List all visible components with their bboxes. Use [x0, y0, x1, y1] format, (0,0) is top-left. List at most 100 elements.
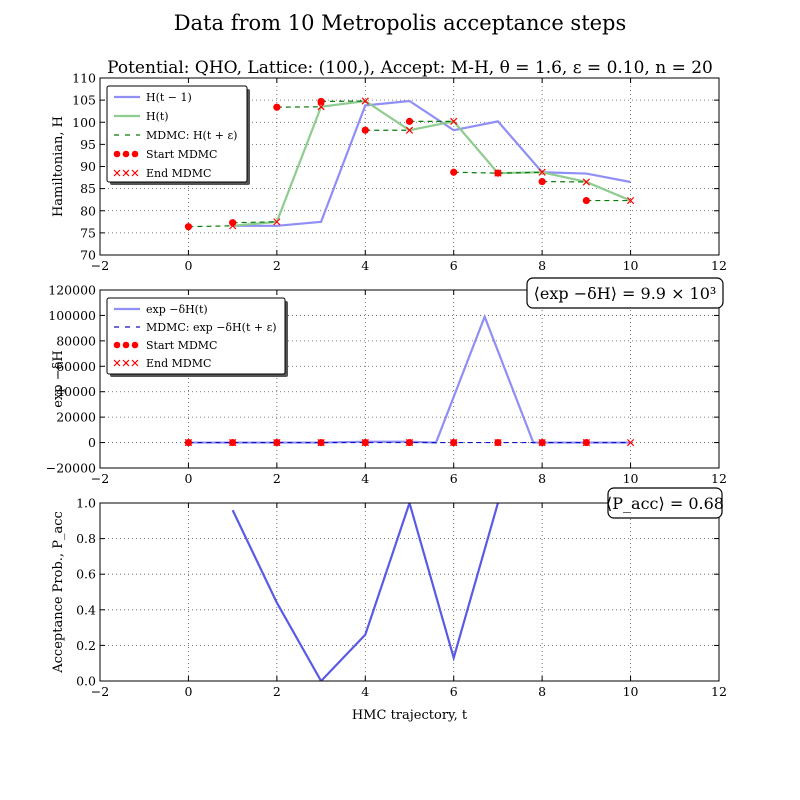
x-tick-label: −2 [91, 471, 109, 486]
y-tick-label: 70 [80, 248, 96, 263]
legend-box [106, 85, 248, 183]
y-tick-label: 90 [80, 159, 96, 174]
series-line [232, 99, 631, 227]
end-mdmc-point [538, 168, 546, 176]
x-tick-label: 2 [273, 471, 281, 486]
start-mdmc-point [538, 177, 546, 186]
panel-hamiltonian: −2 0 2 4 6 8 10 12 70 75 80 85 90 95 100 105 110 Hamilton… [51, 71, 727, 274]
x-tick-label: 12 [711, 471, 727, 486]
axes-frame [99, 502, 720, 682]
x-tick-label: 4 [361, 471, 369, 486]
ticks: −2 0 2 4 6 8 10 12 70 75 80 85 90 95 100 105 110 [72, 71, 727, 274]
end-mdmc-point [229, 222, 237, 230]
y-tick-label: 120000 [48, 283, 96, 298]
annotation-text: ⟨exp −δH⟩ = 9.9 × 10³ [534, 284, 717, 303]
start-mdmc-point [450, 168, 458, 176]
x-tick-label: 6 [450, 471, 458, 486]
start-mdmc-point [184, 223, 193, 231]
end-mdmc-point [361, 438, 369, 447]
x-tick-label: 10 [623, 258, 639, 273]
series-group [231, 503, 499, 681]
end-mdmc-point [317, 103, 325, 111]
x-tick-label: 0 [184, 471, 192, 486]
y-tick-label: 110 [72, 71, 96, 86]
x-tick-label: 0 [184, 684, 192, 699]
y-tick-label: 1.0 [76, 496, 96, 511]
series-line [232, 99, 631, 227]
panel-boltzmann: −2 0 2 4 6 8 10 12 −20000 0 20000 40000 60000 80000 10… [46, 277, 727, 487]
annotation-box [607, 487, 723, 519]
x-tick-label: 8 [538, 684, 546, 699]
panel-acceptance: −2 0 2 4 6 8 10 12 0.0 0.2 0.4 0.6 0.8 1.0 Acceptance … [51, 487, 727, 723]
end-mdmc-point [626, 438, 635, 447]
end-mdmc-point [538, 438, 546, 447]
x-tick-label: 12 [711, 258, 727, 273]
end-mdmc-point [450, 438, 458, 447]
end-mdmc-point [184, 438, 193, 447]
legend-label: Start MDMC [146, 339, 217, 352]
legend-swatch-dot [131, 341, 139, 349]
x-tick-label: 4 [361, 684, 369, 699]
y-axis-label: exp −δH [51, 350, 66, 408]
legend-label: H(t − 1) [146, 91, 192, 104]
x-axis-label: HMC trajectory, t [352, 708, 468, 723]
series-line [231, 503, 499, 681]
start-mdmc-point [582, 196, 590, 205]
x-tick-label: 8 [538, 471, 546, 486]
end-mdmc-point [450, 117, 458, 125]
end-mdmc-point [582, 438, 590, 447]
x-tick-label: −2 [91, 684, 109, 699]
y-tick-label: 80 [80, 203, 96, 218]
mdmc-segment [497, 171, 543, 174]
legend-swatch-dot [122, 150, 130, 158]
start-mdmc-point [361, 126, 369, 134]
end-mdmc-point [626, 196, 635, 205]
end-mdmc-point [317, 438, 325, 447]
y-tick-label: 0.4 [76, 602, 96, 617]
y-tick-label: 0 [88, 435, 96, 450]
y-tick-label: 40000 [56, 384, 96, 399]
y-tick-label: 20000 [56, 410, 96, 425]
y-tick-label: 105 [72, 93, 96, 108]
legend: exp −δH(t) MDMC: exp −δH(t + ε) Start MDMC… [106, 297, 288, 377]
end-mdmc-point [273, 438, 281, 447]
panels: −2 0 2 4 6 8 10 12707580859095100105110Hamilton… [46, 71, 727, 724]
legend-label: H(t) [146, 110, 169, 123]
x-tick-label: 6 [450, 258, 458, 273]
legend-box [106, 297, 286, 375]
end-mdmc-point [273, 218, 281, 226]
x-tick-label: 6 [450, 684, 458, 699]
legend-label: MDMC: exp −δH(t + ε) [146, 321, 277, 334]
start-mdmc-point [405, 117, 414, 125]
ticks: −2 0 2 4 6 8 10 12 −20000 0 20000 40000 60000 80000 10… [46, 283, 727, 487]
x-tick-label: 8 [538, 258, 546, 273]
x-tick-label: −2 [91, 258, 109, 273]
x-tick-label: 12 [711, 684, 727, 699]
axes-frame [99, 77, 720, 256]
y-tick-label: 0.2 [76, 638, 96, 653]
y-tick-label: 0.8 [76, 531, 96, 546]
y-tick-label: 85 [80, 181, 96, 196]
legend-swatch-cross [131, 359, 139, 367]
mdmc-segment [453, 171, 498, 174]
end-mdmc-point [405, 438, 414, 447]
legend-swatch-cross [131, 169, 139, 177]
start-mdmc-point [273, 103, 281, 111]
legend: H(t − 1) H(t) MDMC: H(t + ε) Start MDMC End … [106, 85, 250, 185]
figure-title: Data from 10 Metropolis acceptance steps [174, 11, 627, 35]
x-tick-label: 10 [623, 471, 639, 486]
y-axis-label: Acceptance Prob., P_acc [51, 511, 66, 673]
annotation-text: ⟨P_acc⟩ = 0.68 [606, 494, 724, 513]
y-tick-label: 75 [80, 225, 96, 240]
series-group [184, 97, 635, 231]
end-mdmc-point [405, 126, 414, 134]
x-tick-label: 2 [273, 684, 281, 699]
legend-label: Start MDMC [146, 148, 217, 161]
end-mdmc-point [494, 169, 502, 177]
x-tick-label: 4 [361, 258, 369, 273]
y-tick-label: −20000 [46, 461, 96, 476]
legend-label: End MDMC [146, 357, 211, 370]
legend-label: MDMC: H(t + ε) [146, 129, 237, 142]
end-mdmc-point [229, 438, 237, 447]
